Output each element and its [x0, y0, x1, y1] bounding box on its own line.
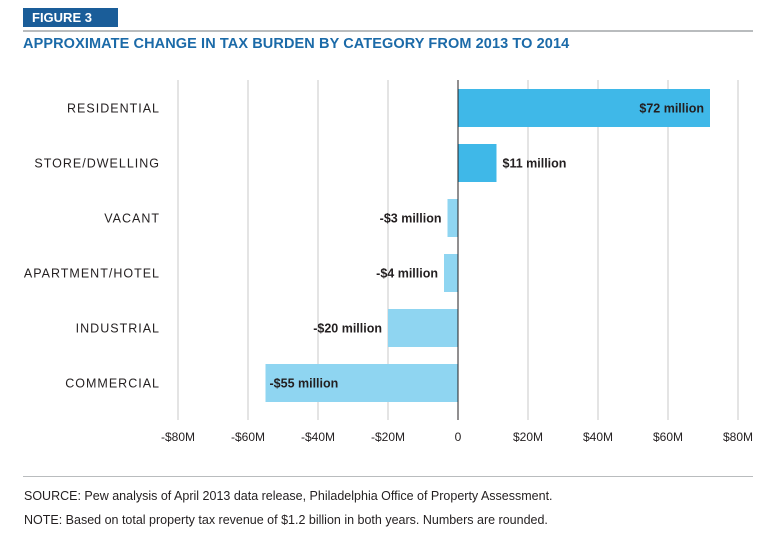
value-label-1: $11 million [503, 157, 567, 171]
top-divider [23, 30, 753, 32]
x-tick-label-0: -$80M [161, 430, 195, 444]
category-label-3: APARTMENT/HOTEL [24, 267, 160, 281]
figure-label: FIGURE 3 [23, 8, 118, 27]
footnote: NOTE: Based on total property tax revenu… [24, 513, 548, 527]
source-note: SOURCE: Pew analysis of April 2013 data … [24, 489, 553, 503]
x-tick-label-4: 0 [455, 430, 462, 444]
category-label-1: STORE/DWELLING [34, 157, 160, 171]
category-label-4: INDUSTRIAL [76, 322, 160, 336]
bar-3 [444, 254, 458, 292]
x-tick-label-1: -$60M [231, 430, 265, 444]
value-label-5: -$55 million [270, 377, 339, 391]
bar-2 [447, 199, 458, 237]
x-tick-label-6: $40M [583, 430, 613, 444]
bar-4 [388, 309, 458, 347]
x-tick-label-5: $20M [513, 430, 543, 444]
bottom-divider [23, 476, 753, 477]
x-tick-label-2: -$40M [301, 430, 335, 444]
value-label-3: -$4 million [376, 267, 438, 281]
bar-chart: RESIDENTIAL STORE/DWELLING VACANT APARTMENT… [24, 80, 753, 444]
bar-1 [458, 144, 497, 182]
category-label-2: VACANT [104, 212, 160, 226]
x-tick-label-8: $80M [723, 430, 753, 444]
category-label-0: RESIDENTIAL [67, 102, 160, 116]
x-tick-label-3: -$20M [371, 430, 405, 444]
value-label-0: $72 million [639, 102, 704, 116]
chart-title: APPROXIMATE CHANGE IN TAX BURDEN BY CATE… [23, 36, 570, 52]
bar-5 [265, 364, 458, 402]
category-label-5: COMMERCIAL [65, 377, 160, 391]
value-label-2: -$3 million [380, 212, 442, 226]
x-tick-label-7: $60M [653, 430, 683, 444]
bar-0 [458, 89, 710, 127]
value-label-4: -$20 million [313, 322, 382, 336]
